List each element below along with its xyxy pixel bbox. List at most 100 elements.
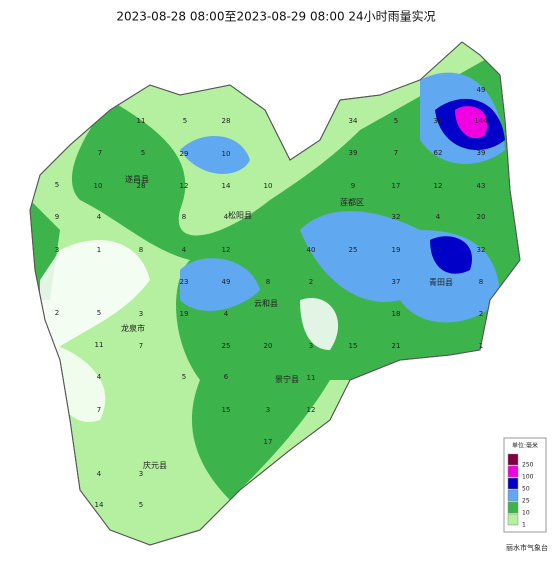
station-value: 4 <box>97 373 102 381</box>
station-value: 5 <box>55 181 59 189</box>
station-value: 4 <box>97 213 102 221</box>
station-value: 29 <box>180 150 189 158</box>
station-value: 20 <box>264 342 273 350</box>
legend-swatch <box>507 465 519 478</box>
station-value: 1 <box>97 246 101 254</box>
station-value: 2 <box>55 309 59 317</box>
station-value: 10 <box>222 150 231 158</box>
legend-label: 25 <box>522 498 530 505</box>
station-value: 19 <box>392 246 401 254</box>
legend-label: 250 <box>522 462 534 469</box>
station-value: 19 <box>180 310 189 318</box>
county-name: 松阳县 <box>228 210 252 220</box>
station-value: 7 <box>139 342 143 350</box>
station-value: 7 <box>394 149 398 157</box>
station-value: 12 <box>307 406 316 414</box>
station-value: 6 <box>224 373 229 381</box>
legend-title: 单位:毫米 <box>512 442 538 450</box>
county-name: 庆元县 <box>143 460 167 470</box>
station-value: 25 <box>222 342 231 350</box>
station-value: 49 <box>477 86 486 94</box>
station-value: 31 <box>434 117 443 125</box>
legend-label: 10 <box>522 510 530 517</box>
station-value: 10 <box>264 182 273 190</box>
station-value: 25 <box>349 246 358 254</box>
county-name: 龙泉市 <box>121 323 145 333</box>
station-value: 1 <box>479 342 483 350</box>
county-name: 云和县 <box>254 299 278 308</box>
station-value: 21 <box>392 342 401 350</box>
station-value: 4 <box>97 470 102 478</box>
station-value: 34 <box>349 117 358 125</box>
station-value: 5 <box>394 117 398 125</box>
station-value: 8 <box>266 278 270 286</box>
station-value: 3 <box>55 246 59 254</box>
legend-swatch <box>507 489 519 502</box>
station-value: 4 <box>182 246 187 254</box>
station-value: 37 <box>392 278 401 286</box>
station-value: 2 <box>309 278 313 286</box>
station-value: 12 <box>434 182 443 190</box>
station-value: 32 <box>392 213 401 221</box>
legend: 单位:毫米 250 100 50 25 10 1 <box>503 437 547 533</box>
station-value: 8 <box>479 278 483 286</box>
station-value: 25 <box>434 246 443 254</box>
map-outline <box>29 41 521 546</box>
station-value: 11 <box>95 341 104 349</box>
station-value: 17 <box>264 438 273 446</box>
station-value: 28 <box>222 117 231 125</box>
station-value: 5 <box>182 373 186 381</box>
legend-swatch <box>507 501 519 514</box>
station-value: 3 <box>139 470 143 478</box>
station-value: 11 <box>137 117 146 125</box>
station-value: 15 <box>222 406 231 414</box>
county-name: 景宁县 <box>275 374 299 384</box>
station-value: 4 <box>436 213 441 221</box>
county-name: 莲都区 <box>340 197 364 207</box>
station-value: 4 <box>224 310 229 318</box>
legend-label: 1 <box>522 522 526 529</box>
footer: 丽水市气象台 <box>506 543 548 552</box>
station-value: 3 <box>139 310 143 318</box>
station-value: 15 <box>349 342 358 350</box>
station-value: 5 <box>139 501 143 509</box>
station-value: 4 <box>224 213 229 221</box>
legend-swatch <box>507 513 519 526</box>
station-value: 7 <box>98 149 102 157</box>
station-value: 5 <box>97 309 101 317</box>
county-name: 青田县 <box>429 277 453 287</box>
station-value: 2 <box>479 310 483 318</box>
legend-swatch <box>507 477 519 490</box>
legend-label: 100 <box>522 474 534 481</box>
station-value: 3 <box>309 342 313 350</box>
station-value: 17 <box>392 182 401 190</box>
station-value: 7 <box>97 406 101 414</box>
station-value: 5 <box>141 149 145 157</box>
legend-label: 50 <box>522 486 530 493</box>
station-value: 12 <box>180 182 189 190</box>
station-value: 9 <box>55 213 59 221</box>
station-value: 9 <box>351 182 355 190</box>
station-value: 18 <box>392 310 401 318</box>
station-value: 5 <box>183 117 187 125</box>
station-value: 39 <box>349 149 358 157</box>
station-value: 3 <box>266 406 270 414</box>
station-value: 8 <box>139 246 143 254</box>
legend-swatch <box>507 453 519 466</box>
station-value: 8 <box>182 213 186 221</box>
county-name: 遂昌县 <box>125 174 149 184</box>
station-value: 32 <box>477 246 486 254</box>
station-value: 12 <box>222 246 231 254</box>
station-value: 14 <box>95 501 104 509</box>
station-value: 43 <box>477 182 486 190</box>
station-value: 11 <box>307 374 316 382</box>
station-value: 144 <box>474 117 488 125</box>
station-value: 23 <box>180 278 189 286</box>
station-value: 40 <box>307 246 316 254</box>
title: 2023-08-28 08:00至2023-08-29 08:00 24小时雨量… <box>116 9 435 24</box>
station-value: 49 <box>222 278 231 286</box>
station-value: 10 <box>94 182 103 190</box>
station-value: 62 <box>434 149 443 157</box>
